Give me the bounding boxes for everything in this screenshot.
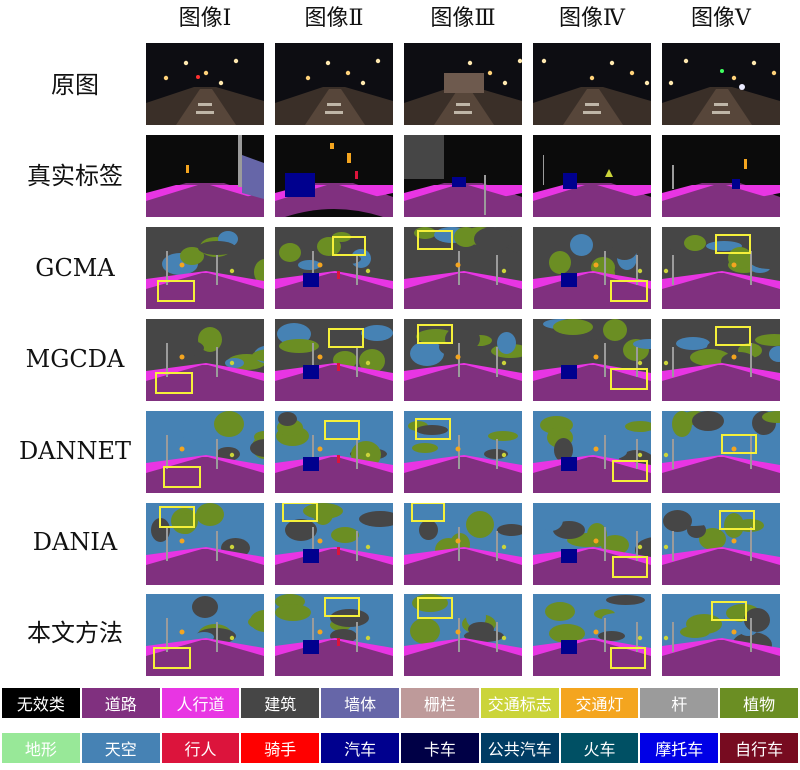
highlight-box xyxy=(715,326,751,346)
legend-item: 骑手 xyxy=(241,733,320,763)
highlight-box xyxy=(153,647,191,669)
segmentation-image-dania-1 xyxy=(146,503,264,585)
highlight-box xyxy=(711,601,747,621)
legend-item: 建筑 xyxy=(241,688,320,718)
highlight-box xyxy=(417,324,453,344)
legend-item: 行人 xyxy=(161,733,240,763)
column-header-image-1: 图像Ⅰ xyxy=(178,6,232,31)
segmentation-image-ours-2 xyxy=(275,594,393,676)
segmentation-image-gcma-3 xyxy=(404,227,522,309)
segmentation-image-dannet-1 xyxy=(146,411,264,493)
highlight-box xyxy=(324,597,360,617)
row-label-dannet: DANNET xyxy=(18,437,132,465)
legend-item: 汽车 xyxy=(321,733,399,763)
highlight-box xyxy=(715,234,751,254)
highlight-box xyxy=(324,420,360,440)
segmentation-image-ours-3 xyxy=(404,594,522,676)
segmentation-image-original-4 xyxy=(533,43,651,125)
highlight-box xyxy=(282,503,318,522)
segmentation-image-mgcda-3 xyxy=(404,319,522,401)
highlight-box xyxy=(610,647,646,669)
segmentation-image-ours-5 xyxy=(662,594,780,676)
legend-item: 交通灯 xyxy=(560,688,639,718)
highlight-box xyxy=(157,280,195,302)
segmentation-image-dania-5 xyxy=(662,503,780,585)
highlight-box xyxy=(612,556,648,578)
segmentation-image-ground-truth-2 xyxy=(275,135,393,217)
highlight-box xyxy=(328,328,364,348)
highlight-box xyxy=(719,510,755,530)
legend-item: 自行车 xyxy=(720,733,798,763)
legend-item: 墙体 xyxy=(321,688,399,718)
column-header-image-5: 图像Ⅴ xyxy=(691,6,751,31)
segmentation-image-original-2 xyxy=(275,43,393,125)
highlight-box xyxy=(610,368,648,390)
segmentation-image-dannet-2 xyxy=(275,411,393,493)
legend-item: 植物 xyxy=(720,688,798,718)
segmentation-image-ground-truth-5 xyxy=(662,135,780,217)
segmentation-image-ours-1 xyxy=(146,594,264,676)
highlight-box xyxy=(159,506,195,528)
highlight-box xyxy=(417,230,453,250)
column-header-image-4: 图像Ⅳ xyxy=(559,6,625,31)
row-label-ground-truth: 真实标签 xyxy=(27,162,123,190)
segmentation-image-gcma-4 xyxy=(533,227,651,309)
segmentation-image-mgcda-4 xyxy=(533,319,651,401)
segmentation-image-gcma-1 xyxy=(146,227,264,309)
segmentation-image-original-1 xyxy=(146,43,264,125)
segmentation-image-gcma-5 xyxy=(662,227,780,309)
legend-item: 无效类 xyxy=(2,688,80,718)
segmentation-image-mgcda-5 xyxy=(662,319,780,401)
legend-item: 摩托车 xyxy=(640,733,719,763)
highlight-box xyxy=(411,503,445,522)
segmentation-image-dannet-3 xyxy=(404,411,522,493)
highlight-box xyxy=(612,460,648,482)
segmentation-image-ground-truth-1 xyxy=(146,135,264,217)
legend-item: 杆 xyxy=(640,688,719,718)
highlight-box xyxy=(332,236,366,256)
legend-item: 卡车 xyxy=(401,733,479,763)
segmentation-image-mgcda-1 xyxy=(146,319,264,401)
highlight-box xyxy=(155,372,193,394)
legend-item: 公共汽车 xyxy=(480,733,559,763)
segmentation-image-dannet-4 xyxy=(533,411,651,493)
row-label-mgcda: MGCDA xyxy=(25,345,125,373)
segmentation-image-mgcda-2 xyxy=(275,319,393,401)
legend-item: 人行道 xyxy=(161,688,240,718)
legend-item: 交通标志 xyxy=(480,688,559,718)
column-header-image-2: 图像Ⅱ xyxy=(304,6,364,31)
highlight-box xyxy=(610,280,648,302)
column-header-image-3: 图像Ⅲ xyxy=(430,6,496,31)
highlight-box xyxy=(721,434,757,454)
segmentation-image-dania-4 xyxy=(533,503,651,585)
legend-item: 栅栏 xyxy=(401,688,479,718)
segmentation-image-dannet-5 xyxy=(662,411,780,493)
legend-item: 天空 xyxy=(81,733,160,763)
segmentation-image-gcma-2 xyxy=(275,227,393,309)
segmentation-image-ground-truth-4 xyxy=(533,135,651,217)
row-label-original: 原图 xyxy=(51,71,99,99)
segmentation-image-original-3 xyxy=(404,43,522,125)
row-label-gcma: GCMA xyxy=(35,254,115,282)
segmentation-image-dania-3 xyxy=(404,503,522,585)
row-label-ours: 本文方法 xyxy=(27,619,123,647)
highlight-box xyxy=(417,597,453,619)
legend-item: 地形 xyxy=(2,733,80,763)
highlight-box xyxy=(415,418,451,440)
legend-item: 道路 xyxy=(81,688,160,718)
segmentation-image-ground-truth-3 xyxy=(404,135,522,217)
segmentation-image-dania-2 xyxy=(275,503,393,585)
legend-item: 火车 xyxy=(560,733,639,763)
highlight-box xyxy=(163,466,201,488)
segmentation-image-original-5 xyxy=(662,43,780,125)
segmentation-image-ours-4 xyxy=(533,594,651,676)
row-label-dania: DANIA xyxy=(32,528,118,556)
